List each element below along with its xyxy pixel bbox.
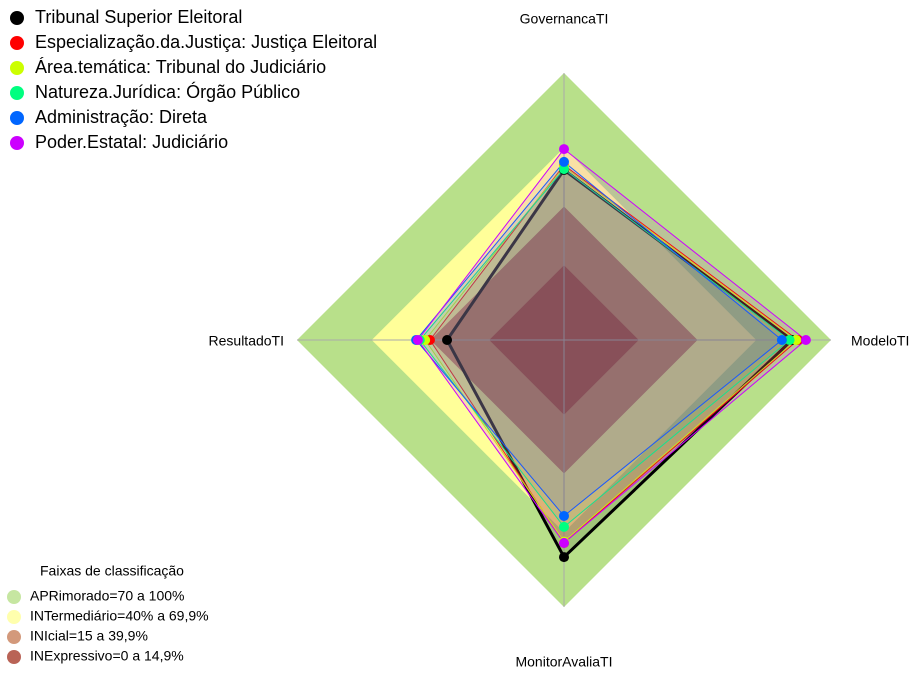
series-point — [559, 552, 569, 563]
series-point — [559, 510, 569, 521]
series-point — [800, 335, 811, 345]
legend-label: Administração: Direta — [35, 107, 208, 127]
axis-label: MonitorAvaliaTI — [515, 654, 612, 670]
series-point — [559, 537, 569, 548]
band-legend-label: INTermediário=40% a 69,9% — [30, 608, 209, 624]
axis-label: ResultadoTI — [209, 333, 284, 349]
band-legend-marker — [7, 610, 21, 624]
legend-marker — [10, 86, 24, 100]
band-legend-label: INIcial=15 a 39,9% — [30, 628, 148, 644]
series-point — [442, 335, 453, 345]
bands-title: Faixas de classificação — [40, 563, 184, 579]
axis-label: GovernancaTI — [520, 11, 609, 27]
legend-label: Área.temática: Tribunal do Judiciário — [35, 57, 326, 77]
band-legend-marker — [7, 630, 21, 644]
legend-label: Poder.Estatal: Judiciário — [35, 132, 228, 152]
series-point — [559, 164, 569, 175]
legend-marker — [10, 11, 24, 25]
series-point — [412, 335, 423, 345]
series-point — [559, 144, 569, 155]
legend-marker — [10, 111, 24, 125]
series-point — [776, 335, 787, 345]
band-legend-label: APRimorado=70 a 100% — [30, 588, 185, 604]
band-legend-marker — [7, 650, 21, 664]
series-point — [784, 335, 795, 345]
series-point — [559, 156, 569, 167]
legend-marker — [10, 61, 24, 75]
series-point — [559, 521, 569, 532]
legend-label: Tribunal Superior Eleitoral — [35, 7, 242, 27]
band-legend-label: INExpressivo=0 a 14,9% — [30, 648, 184, 664]
legend-label: Natureza.Jurídica: Órgão Público — [35, 81, 300, 102]
legend-label: Especialização.da.Justiça: Justiça Eleit… — [35, 32, 377, 52]
legend-marker — [10, 36, 24, 50]
axis-label: ModeloTI — [851, 333, 909, 349]
band-legend-marker — [7, 590, 21, 604]
legend-marker — [10, 136, 24, 150]
